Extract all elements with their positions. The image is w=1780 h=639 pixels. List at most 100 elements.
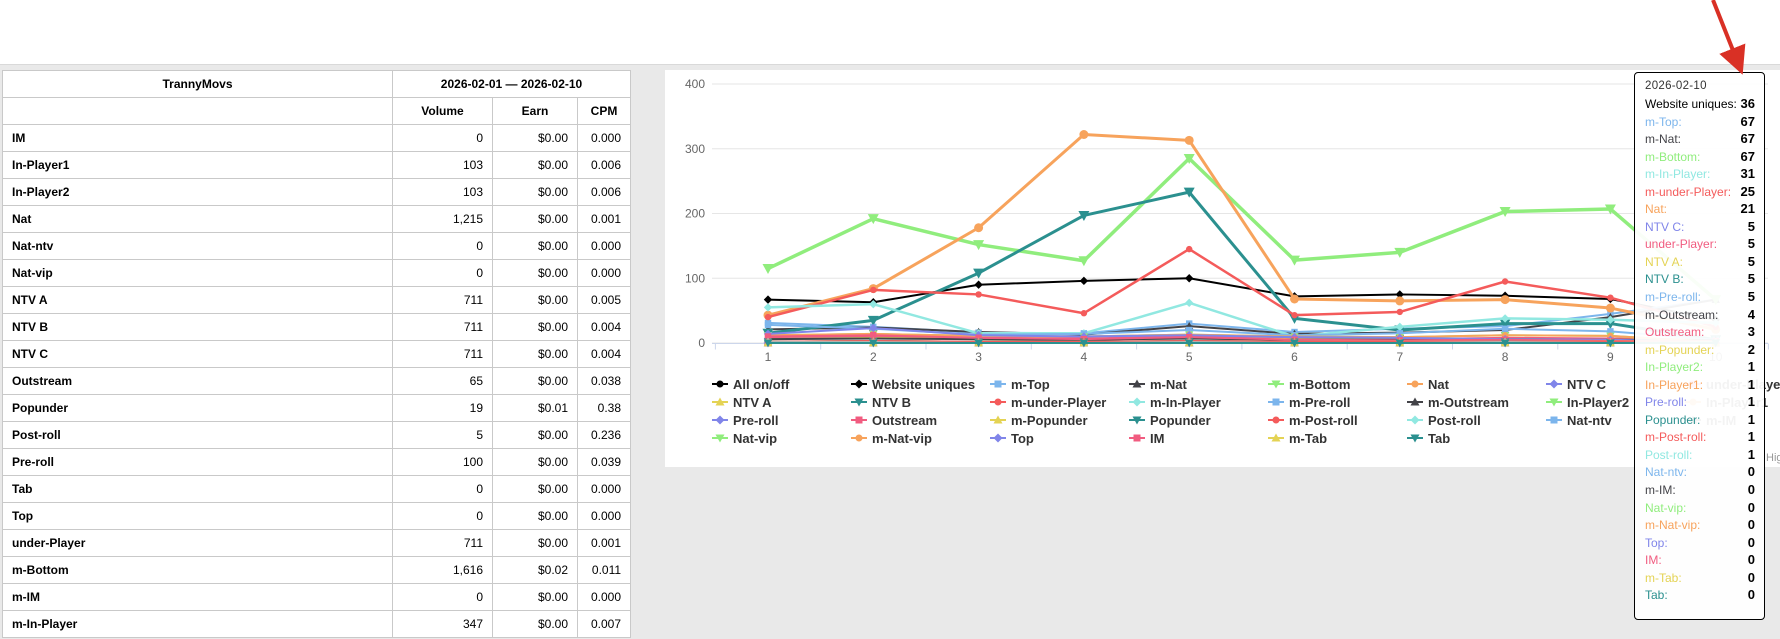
square-marker-icon: [1546, 416, 1562, 424]
zone-name-cell: m-In-Player: [2, 610, 393, 638]
legend-item-m-Top[interactable]: m-Top: [990, 376, 1050, 392]
legend-item-NTV B[interactable]: NTV B: [851, 394, 911, 410]
table-title-row: TrannyMovs 2026-02-01 — 2026-02-10: [2, 70, 632, 98]
earn-cell: $0.00: [492, 340, 578, 368]
earn-cell: $0.00: [492, 367, 578, 395]
legend-item-Nat[interactable]: Nat: [1407, 376, 1449, 392]
legend-item-Top[interactable]: Top: [990, 430, 1034, 446]
tooltip-series-label: m-Pre-roll:: [1645, 290, 1701, 305]
tooltip-series-value: 67: [1740, 113, 1755, 129]
table-row: Nat 1,215 $0.00 0.001: [2, 205, 632, 233]
legend-label: m-In-Player: [1150, 394, 1221, 410]
earn-cell: $0.00: [492, 583, 578, 611]
volume-cell: 1,616: [392, 556, 493, 584]
zone-name-cell: IM: [2, 124, 393, 152]
tooltip-row: In-Player2: 1: [1645, 358, 1755, 376]
legend-label: m-Nat: [1150, 376, 1187, 392]
legend-label: NTV B: [872, 394, 911, 410]
legend-item-m-Post-roll[interactable]: m-Post-roll: [1268, 412, 1358, 428]
x-axis-label: 3: [975, 350, 982, 364]
tooltip-row: m-under-Player: 25: [1645, 183, 1755, 201]
cpm-cell: 0.004: [576, 340, 632, 368]
tooltip-date: 2026-02-10: [1645, 80, 1707, 92]
tooltip-row: IM: 0: [1645, 551, 1755, 569]
tooltip-series-label: m-Nat:: [1645, 132, 1681, 147]
legend-item-m-under-Player[interactable]: m-under-Player: [990, 394, 1106, 410]
tooltip-row: m-Pre-roll: 5: [1645, 288, 1755, 306]
legend-item-All on/off[interactable]: All on/off: [712, 376, 789, 392]
table-row: Nat-vip 0 $0.00 0.000: [2, 259, 632, 287]
tooltip-row: Outstream: 3: [1645, 323, 1755, 341]
volume-cell: 103: [392, 178, 493, 206]
tooltip-series-label: In-Player2:: [1645, 360, 1704, 375]
legend-item-m-In-Player[interactable]: m-In-Player: [1129, 394, 1221, 410]
legend-item-NTV C[interactable]: NTV C: [1546, 376, 1606, 392]
volume-cell: 0: [392, 124, 493, 152]
legend-item-m-Tab[interactable]: m-Tab: [1268, 430, 1327, 446]
earn-cell: $0.00: [492, 124, 578, 152]
triangle-down-marker-icon: [1407, 434, 1423, 443]
legend-item-NTV A[interactable]: NTV A: [712, 394, 772, 410]
volume-cell: 0: [392, 475, 493, 503]
zone-name-cell: Outstream: [2, 367, 393, 395]
legend-item-Outstream[interactable]: Outstream: [851, 412, 937, 428]
legend-item-m-Bottom[interactable]: m-Bottom: [1268, 376, 1350, 392]
y-axis-label: 0: [698, 336, 705, 350]
diamond-marker-icon: [990, 433, 1006, 443]
zone-name-cell: NTV B: [2, 313, 393, 341]
table-row: under-Player 711 $0.00 0.001: [2, 529, 632, 557]
x-axis-label: 1: [765, 350, 772, 364]
cpm-cell: 0.007: [576, 610, 632, 638]
tooltip-series-value: 67: [1740, 148, 1755, 164]
legend-item-m-Nat-vip[interactable]: m-Nat-vip: [851, 430, 932, 446]
volume-cell: 0: [392, 232, 493, 260]
legend-item-Website uniques[interactable]: Website uniques: [851, 376, 975, 392]
table-row: m-In-Player 347 $0.00 0.007: [2, 610, 632, 638]
legend-label: m-Bottom: [1289, 376, 1351, 392]
volume-column-header: Volume: [392, 97, 493, 125]
tooltip-series-label: under-Player:: [1645, 237, 1718, 252]
table-header-row: Volume Earn CPM: [2, 97, 632, 125]
legend-item-m-Pre-roll[interactable]: m-Pre-roll: [1268, 394, 1350, 410]
legend-label: Tab: [1428, 430, 1451, 446]
tooltip-series-value: 5: [1747, 236, 1755, 252]
volume-cell: 1,215: [392, 205, 493, 233]
legend-item-Post-roll[interactable]: Post-roll: [1407, 412, 1481, 428]
legend-item-In-Player2[interactable]: In-Player2: [1546, 394, 1629, 410]
tooltip-row: m-Nat: 67: [1645, 130, 1755, 148]
table-row: Outstream 65 $0.00 0.038: [2, 367, 632, 395]
legend-item-m-Popunder[interactable]: m-Popunder: [990, 412, 1088, 428]
earn-cell: $0.00: [492, 286, 578, 314]
series-Nat: [763, 130, 1721, 334]
diamond-marker-icon: [712, 415, 728, 425]
legend-item-Popunder[interactable]: Popunder: [1129, 412, 1211, 428]
cpm-cell: 0.000: [576, 583, 632, 611]
tooltip-series-label: m-Outstream:: [1645, 307, 1719, 322]
legend-label: In-Player2: [1567, 394, 1630, 410]
legend-item-m-Outstream[interactable]: m-Outstream: [1407, 394, 1509, 410]
tooltip-series-value: 0: [1747, 552, 1755, 568]
legend-label: Nat-vip: [733, 430, 778, 446]
tooltip-series-label: m-under-Player:: [1645, 184, 1732, 199]
triangle-down-marker-icon: [712, 434, 728, 443]
legend-label: m-Post-roll: [1289, 412, 1358, 428]
legend-label: Pre-roll: [733, 412, 779, 428]
tooltip-series-value: 5: [1747, 271, 1755, 287]
tooltip-series-label: Popunder:: [1645, 412, 1701, 427]
tooltip-row: m-Outstream: 4: [1645, 306, 1755, 324]
circle-marker-icon: [712, 380, 728, 388]
legend-label: IM: [1150, 430, 1165, 446]
tooltip-row: In-Player1: 1: [1645, 376, 1755, 394]
legend-item-Nat-vip[interactable]: Nat-vip: [712, 430, 777, 446]
tooltip-series-value: 5: [1747, 289, 1755, 305]
x-axis-label: 4: [1081, 350, 1088, 364]
legend-item-m-Nat[interactable]: m-Nat: [1129, 376, 1187, 392]
legend-item-IM[interactable]: IM: [1129, 430, 1164, 446]
legend-item-Pre-roll[interactable]: Pre-roll: [712, 412, 779, 428]
triangle-marker-icon: [1407, 397, 1423, 406]
legend-item-Nat-ntv[interactable]: Nat-ntv: [1546, 412, 1612, 428]
legend-item-Tab[interactable]: Tab: [1407, 430, 1450, 446]
tooltip-series-label: Nat:: [1645, 202, 1668, 217]
tooltip-series-value: 21: [1740, 201, 1755, 217]
volume-cell: 711: [392, 286, 493, 314]
